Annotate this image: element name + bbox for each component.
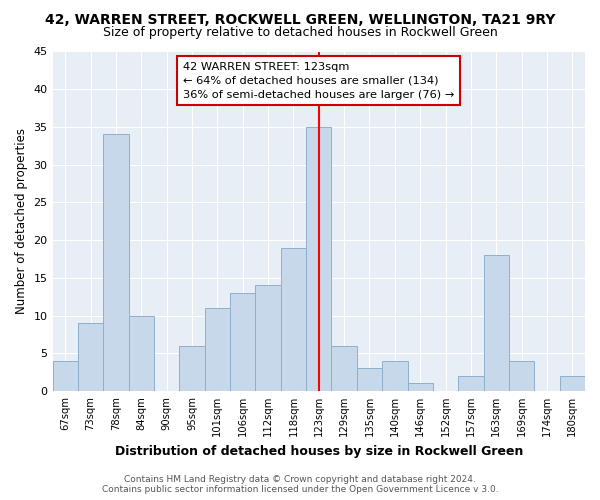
Bar: [205, 308, 230, 391]
Text: Size of property relative to detached houses in Rockwell Green: Size of property relative to detached ho…: [103, 26, 497, 39]
Text: 42 WARREN STREET: 123sqm
← 64% of detached houses are smaller (134)
36% of semi-: 42 WARREN STREET: 123sqm ← 64% of detach…: [183, 62, 454, 100]
Bar: [331, 346, 357, 391]
Bar: [230, 293, 256, 391]
Bar: [281, 248, 306, 391]
Y-axis label: Number of detached properties: Number of detached properties: [15, 128, 28, 314]
Bar: [53, 361, 78, 391]
X-axis label: Distribution of detached houses by size in Rockwell Green: Distribution of detached houses by size …: [115, 444, 523, 458]
Bar: [407, 384, 433, 391]
Bar: [179, 346, 205, 391]
Bar: [357, 368, 382, 391]
Bar: [458, 376, 484, 391]
Bar: [509, 361, 534, 391]
Text: Contains HM Land Registry data © Crown copyright and database right 2024.
Contai: Contains HM Land Registry data © Crown c…: [101, 474, 499, 494]
Bar: [484, 255, 509, 391]
Text: 42, WARREN STREET, ROCKWELL GREEN, WELLINGTON, TA21 9RY: 42, WARREN STREET, ROCKWELL GREEN, WELLI…: [45, 12, 555, 26]
Bar: [128, 316, 154, 391]
Bar: [103, 134, 128, 391]
Bar: [256, 286, 281, 391]
Bar: [382, 361, 407, 391]
Bar: [306, 127, 331, 391]
Bar: [560, 376, 585, 391]
Bar: [78, 323, 103, 391]
